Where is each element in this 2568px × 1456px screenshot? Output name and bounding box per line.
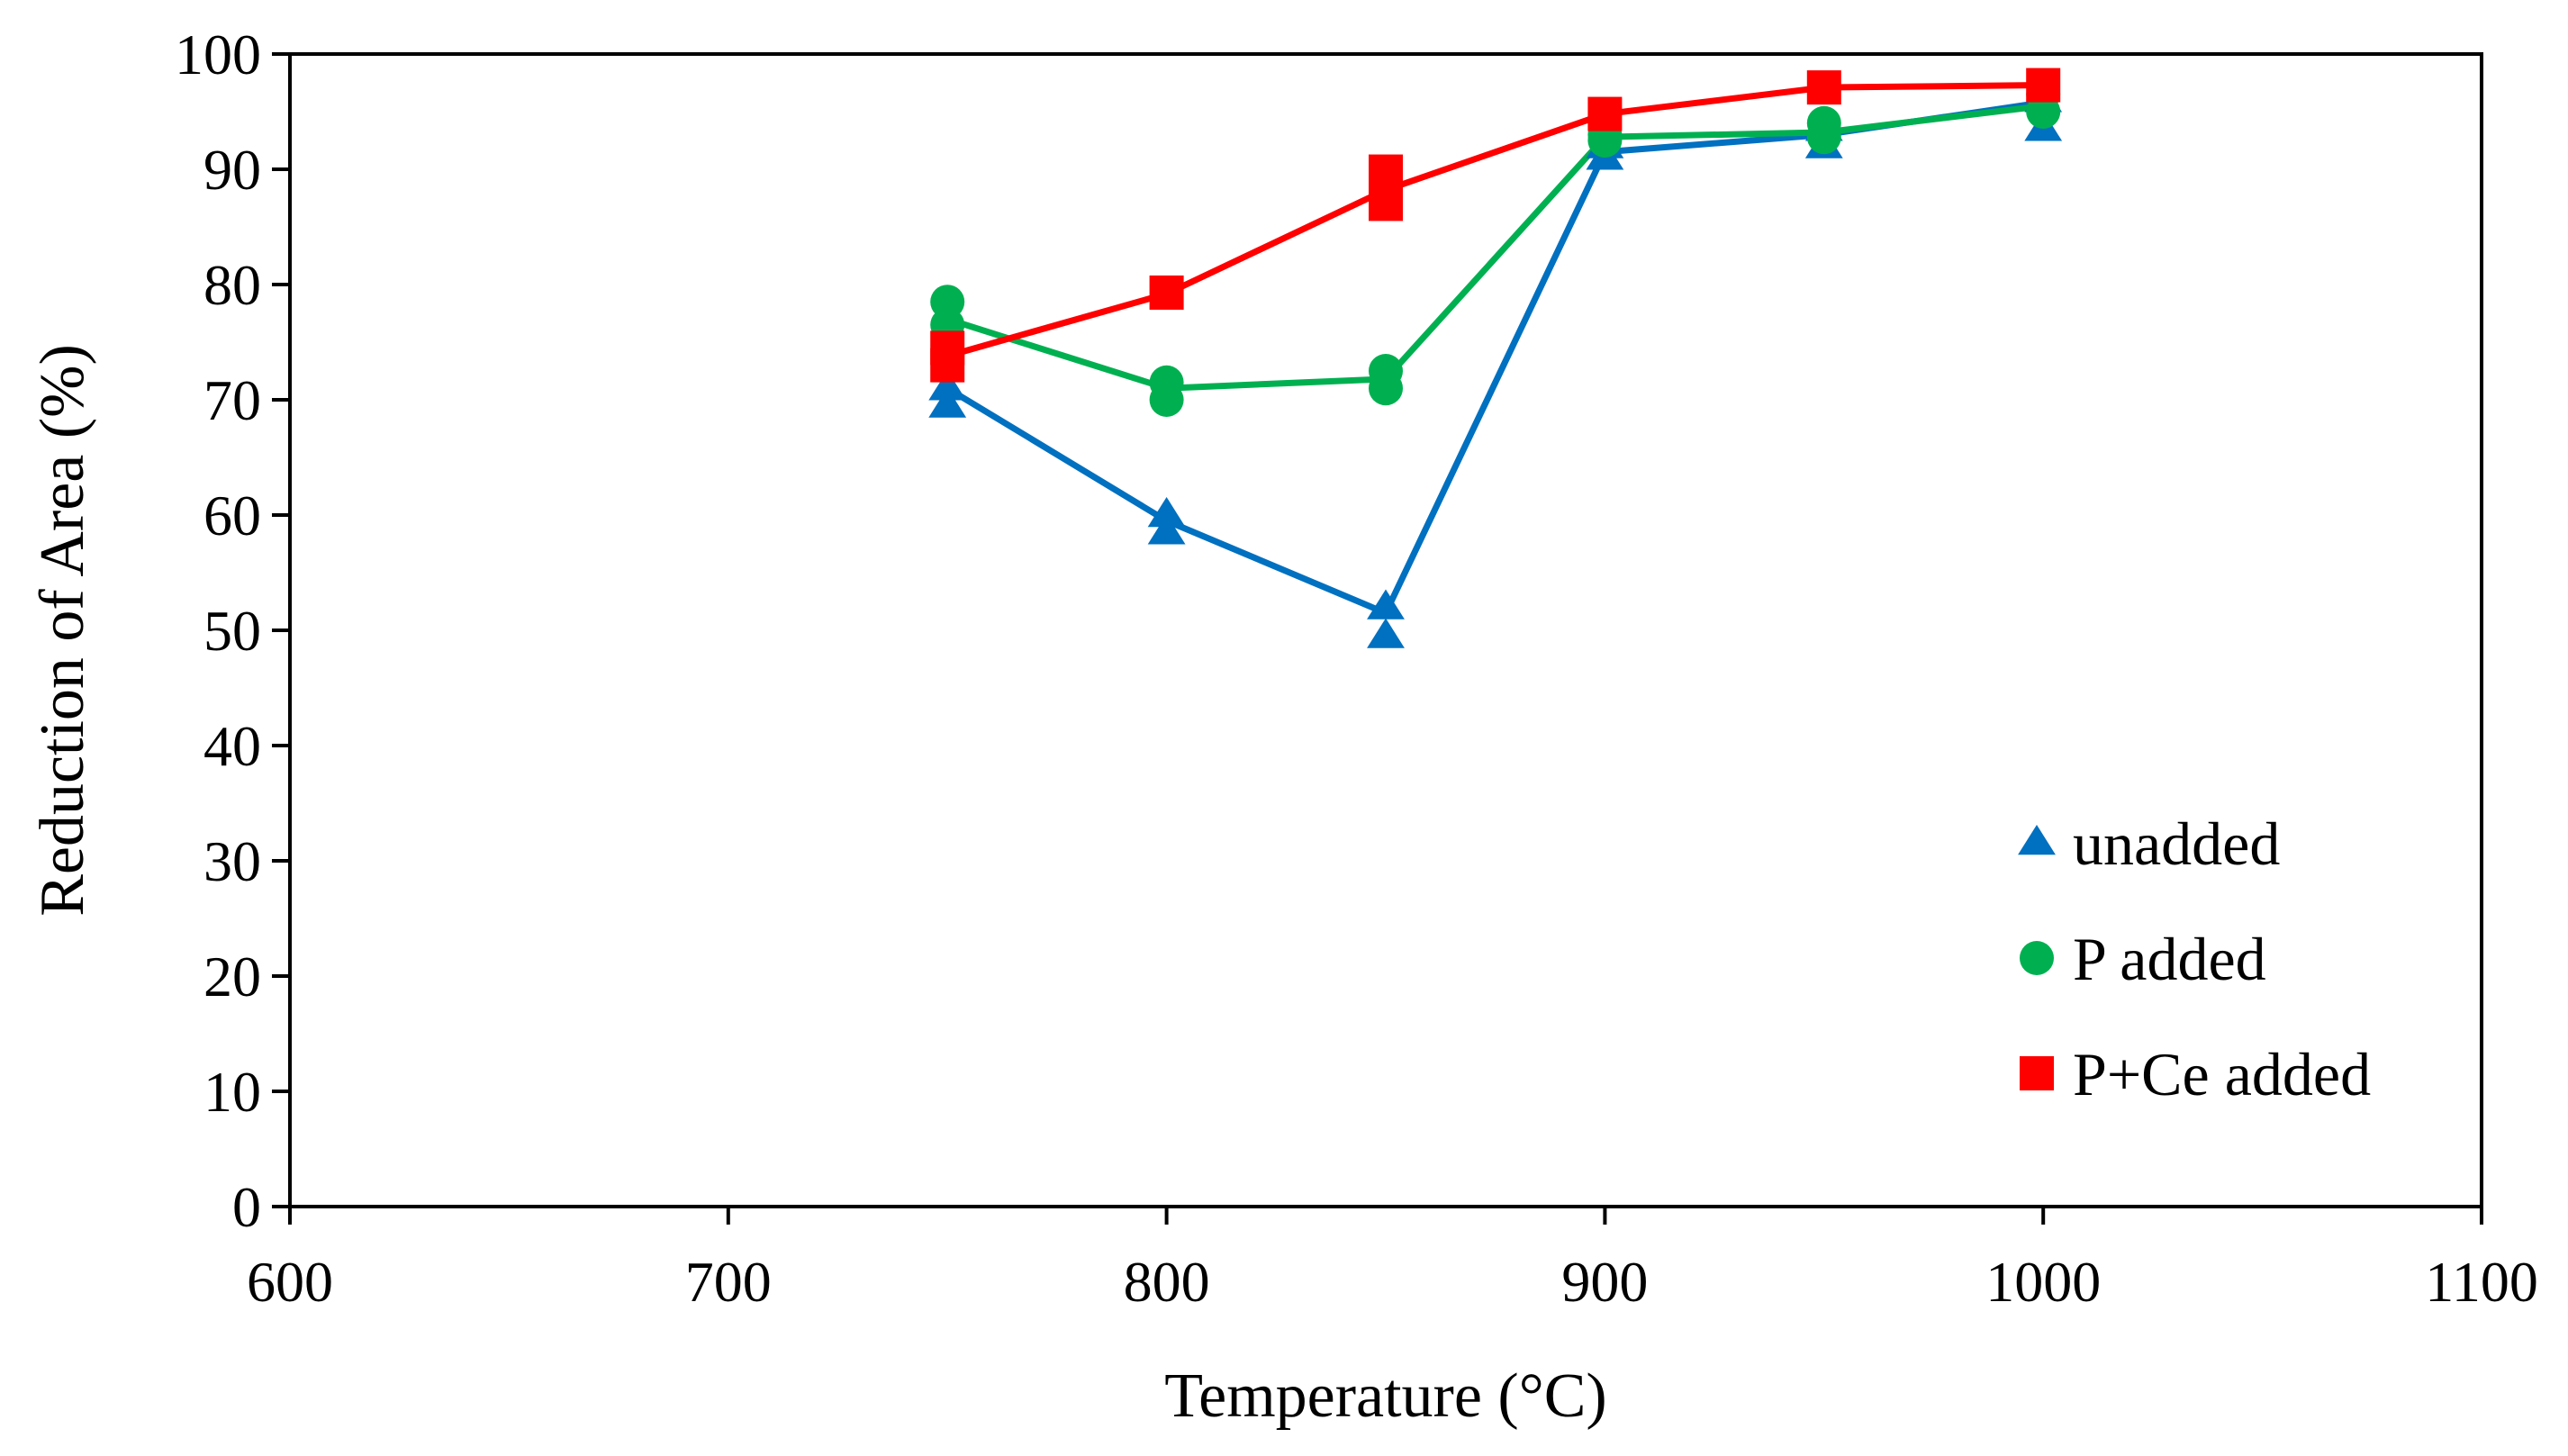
x-tick-label: 600: [247, 1250, 333, 1314]
legend-marker: [2020, 941, 2054, 975]
data-point-p-ce-added: [1587, 96, 1623, 131]
data-point-unadded: [1147, 497, 1186, 528]
y-tick-label: 70: [203, 368, 261, 432]
data-point-p-added: [1587, 123, 1623, 158]
data-point-p-ce-added: [1369, 186, 1403, 222]
series-lines: [945, 82, 2044, 617]
data-point-p-added: [1806, 120, 1841, 155]
data-point-p-ce-added: [930, 348, 965, 383]
x-tick-label: 1100: [2425, 1250, 2538, 1314]
data-point-unadded: [928, 370, 967, 401]
y-tick-label: 90: [203, 138, 261, 202]
x-axis: 600 700 800 900 1000 1100: [247, 1207, 2538, 1314]
y-tick-label: 0: [232, 1175, 261, 1239]
y-tick-label: 30: [203, 829, 261, 893]
series-line-p-added: [946, 103, 2044, 392]
data-point-p-added: [1369, 371, 1403, 406]
series-line-unadded: [945, 99, 2044, 617]
data-point-p-ce-added: [2026, 68, 2061, 103]
legend-label: P added: [2073, 925, 2266, 993]
y-tick-label: 20: [203, 945, 261, 1008]
data-point-p-added: [2026, 95, 2061, 129]
legend-marker: [2020, 1056, 2054, 1090]
y-tick-label: 60: [203, 484, 261, 547]
y-tick-label: 80: [203, 253, 261, 317]
data-point-unadded: [1367, 589, 1405, 619]
series-line-p-ce-added: [946, 82, 2044, 359]
y-tick-label: 50: [203, 599, 261, 663]
x-axis-title: Temperature (°C): [1164, 1361, 1606, 1431]
y-tick-label: 100: [175, 23, 261, 86]
x-tick-label: 1000: [1985, 1250, 2101, 1314]
data-point-unadded: [1367, 618, 1405, 648]
x-tick-label: 800: [1124, 1250, 1210, 1314]
data-point-unadded: [1147, 514, 1186, 545]
data-point-unadded: [928, 387, 967, 418]
legend-marker: [2018, 825, 2056, 855]
x-tick-label: 700: [685, 1250, 772, 1314]
data-point-p-added: [1149, 383, 1184, 417]
y-tick-label: 40: [203, 714, 261, 778]
y-tick-label: 10: [203, 1060, 261, 1124]
y-axis-title: Reduction of Area (%): [28, 344, 97, 917]
y-axis: 0 10 20 30 40 50 60 70 80 90 100: [175, 23, 290, 1239]
legend: unadded P added P+Ce added: [2018, 809, 2371, 1108]
x-tick-label: 900: [1561, 1250, 1648, 1314]
legend-label: unadded: [2073, 809, 2280, 878]
legend-label: P+Ce added: [2073, 1040, 2371, 1108]
data-point-p-ce-added: [1369, 154, 1403, 189]
data-point-p-ce-added: [1149, 275, 1184, 310]
series-points: [928, 68, 2063, 648]
data-point-p-ce-added: [1806, 70, 1841, 105]
